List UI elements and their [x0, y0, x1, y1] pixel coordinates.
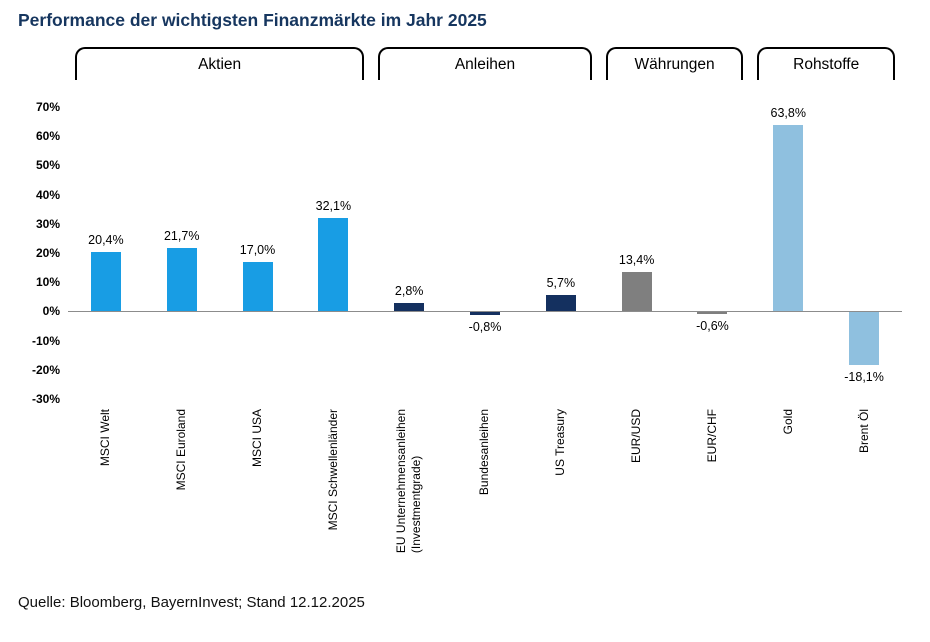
bar-value-label: 13,4%: [618, 253, 655, 268]
bar-axis-label: MSCI Schwellenländer: [325, 409, 340, 531]
bar-axis-label: Brent Öl: [856, 409, 871, 454]
group-bracket-aktien: Aktien: [75, 47, 365, 80]
bar-msci-schwellenl-nder: [318, 217, 349, 312]
bar-value-label: 20,4%: [88, 232, 124, 247]
y-axis-tick-label: -20%: [31, 362, 60, 377]
group-label: Aktien: [198, 55, 242, 73]
bar-value-label: 5,7%: [546, 275, 576, 290]
x-axis-slot: Bundesanleihen: [447, 409, 523, 604]
y-axis-tick-label: 60%: [35, 129, 60, 144]
x-axis-slot: US Treasury: [523, 409, 599, 604]
bar-msci-welt: [90, 251, 121, 312]
group-label: Anleihen: [454, 55, 516, 73]
y-axis-tick-label: 30%: [35, 216, 60, 231]
bar-eur-chf: [697, 312, 728, 315]
x-axis-slot: MSCI USA: [220, 409, 296, 604]
x-axis-slot: EU Unternehmensanleihen (Investmentgrade…: [371, 409, 447, 604]
bar-us-treasury: [545, 294, 576, 312]
bar-value-label: 17,0%: [239, 242, 276, 257]
source-note: Quelle: Bloomberg, BayernInvest; Stand 1…: [18, 594, 365, 611]
y-axis-tick-label: 40%: [35, 187, 60, 202]
group-bracket-anleihen: Anleihen: [378, 47, 592, 80]
bar-axis-label: Bundesanleihen: [477, 409, 492, 496]
bar-axis-label: MSCI Welt: [98, 409, 113, 467]
y-axis-tick-label: 50%: [35, 158, 60, 173]
y-axis-tick-label: 20%: [35, 246, 60, 260]
bar-axis-label: EUR/CHF: [704, 409, 719, 463]
group-bracket-w-hrungen: Währungen: [605, 47, 744, 80]
bar-axis-label: US Treasury: [553, 409, 568, 476]
bar-axis-label: EU Unternehmensanleihen (Investmentgrade…: [394, 409, 424, 554]
y-axis-tick-label: 0%: [42, 304, 60, 319]
bar-bundesanleihen: [470, 312, 500, 315]
bar-value-label: 63,8%: [770, 106, 806, 121]
x-axis-slot: EUR/CHF: [675, 409, 751, 604]
x-axis-slot: Brent Öl: [826, 409, 902, 604]
bar-eu-unternehmensanleihen-investmentgrade: [394, 303, 425, 312]
bar-value-label: 32,1%: [315, 198, 352, 213]
bar-value-label: -0,6%: [696, 319, 729, 334]
bar-axis-label: MSCI Euroland: [174, 409, 189, 491]
bar-brent-l: [849, 312, 880, 366]
bar-axis-label: EUR/USD: [629, 409, 644, 464]
bar-axis-label: MSCI USA: [250, 409, 265, 468]
bar-value-label: -18,1%: [844, 370, 884, 385]
group-bracket-rohstoffe: Rohstoffe: [757, 47, 895, 80]
bar-value-label: 21,7%: [163, 229, 200, 244]
bar-value-label: 2,8%: [394, 284, 424, 299]
group-label: Währungen: [634, 55, 715, 73]
y-axis-tick-label: 70%: [35, 100, 60, 114]
bar-msci-usa: [242, 261, 273, 312]
y-axis-tick-label: -30%: [31, 392, 60, 406]
bar-eur-usd: [621, 272, 652, 312]
y-axis-tick-label: 10%: [35, 275, 60, 290]
bar-axis-label: Gold: [780, 409, 795, 435]
bar-gold: [773, 125, 804, 312]
y-axis-tick-label: -10%: [31, 333, 60, 348]
x-axis-slot: Gold: [750, 409, 826, 604]
x-axis-labels: MSCI Welt MSCI Euroland MSCI USA MSCI Schwe…: [68, 409, 902, 604]
x-axis-slot: MSCI Welt: [68, 409, 144, 604]
zero-axis-line: [68, 311, 902, 313]
group-label: Rohstoffe: [793, 55, 860, 73]
x-axis-slot: EUR/USD: [599, 409, 675, 604]
bar-value-label: -0,8%: [468, 319, 502, 334]
x-axis-slot: MSCI Schwellenländer: [295, 409, 371, 604]
x-axis-slot: MSCI Euroland: [144, 409, 220, 604]
bar-msci-euroland: [166, 248, 197, 312]
page-title: Performance der wichtigsten Finanzmärkte…: [18, 10, 487, 30]
